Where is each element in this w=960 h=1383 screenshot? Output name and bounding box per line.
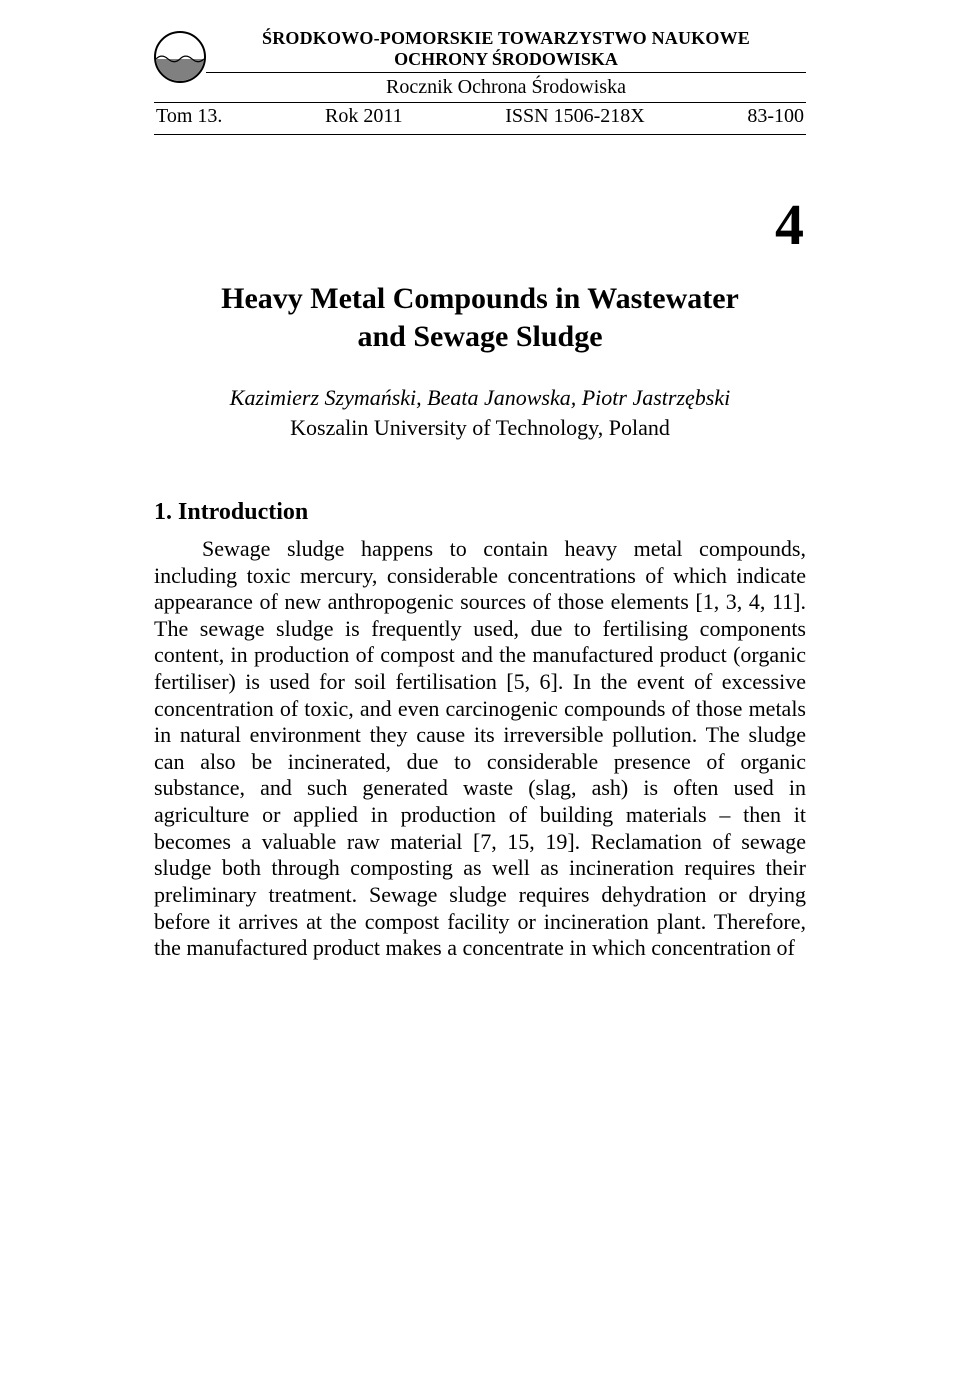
author-list: Kazimierz Szymański, Beata Janowska, Pio… xyxy=(154,385,806,411)
organization-name-line1: ŚRODKOWO-POMORSKIE TOWARZYSTWO NAUKOWE xyxy=(206,28,806,49)
logo-wave-icon xyxy=(156,53,204,63)
header-text-block: ŚRODKOWO-POMORSKIE TOWARZYSTWO NAUKOWE O… xyxy=(206,28,806,102)
publication-meta-row: Tom 13. Rok 2011 ISSN 1506-218X 83-100 xyxy=(154,102,806,134)
introduction-paragraph: Sewage sludge happens to contain heavy m… xyxy=(154,536,806,962)
journal-name: Rocznik Ochrona Środowiska xyxy=(206,76,806,102)
section-heading: 1. Introduction xyxy=(154,499,806,526)
header-top-row: ŚRODKOWO-POMORSKIE TOWARZYSTWO NAUKOWE O… xyxy=(154,28,806,102)
page-range: 83-100 xyxy=(747,105,804,128)
volume-label: Tom 13. xyxy=(156,105,222,128)
author-affiliation: Koszalin University of Technology, Polan… xyxy=(154,415,806,441)
title-line2: and Sewage Sludge xyxy=(357,320,602,353)
title-line1: Heavy Metal Compounds in Wastewater xyxy=(221,282,739,315)
journal-header: ŚRODKOWO-POMORSKIE TOWARZYSTWO NAUKOWE O… xyxy=(154,28,806,135)
article-number: 4 xyxy=(154,191,806,258)
issn-label: ISSN 1506-218X xyxy=(505,105,644,128)
organization-name-line2: OCHRONY ŚRODOWISKA xyxy=(206,49,806,70)
article-title: Heavy Metal Compounds in Wastewater and … xyxy=(154,280,806,355)
journal-logo-icon xyxy=(154,31,206,83)
header-divider xyxy=(206,72,806,73)
year-label: Rok 2011 xyxy=(325,105,403,128)
